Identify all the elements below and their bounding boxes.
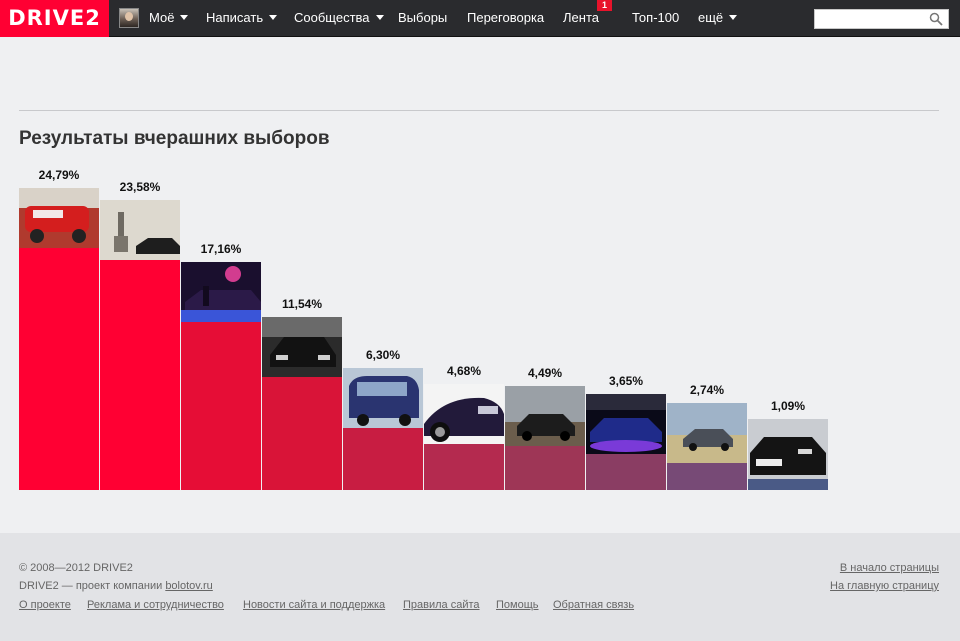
red-rally-car-image xyxy=(19,188,99,248)
chart-bar xyxy=(181,322,261,490)
footer-link-feedback[interactable]: Обратная связь xyxy=(553,599,635,611)
footer-link-news-support[interactable]: Новости сайта и поддержка xyxy=(243,599,386,611)
chart-bar xyxy=(262,377,342,490)
notification-badge[interactable]: 1 xyxy=(597,0,612,11)
election-results-chart: 24,79% 23,58% 17,16% 11,54% 6,30% 4,68% 4,49% 3… xyxy=(19,160,829,490)
footer-link-about[interactable]: О проекте xyxy=(19,599,71,611)
search-input[interactable] xyxy=(815,10,925,28)
search-box xyxy=(814,9,949,29)
nav-label: Лента xyxy=(563,10,599,25)
page-title: Результаты вчерашних выборов xyxy=(19,128,330,149)
chart-bar-column[interactable]: 11,54% xyxy=(262,160,342,490)
car-on-dirt-image xyxy=(505,386,585,446)
car-in-field-image xyxy=(667,403,747,463)
chart-bar xyxy=(505,446,585,490)
nav-item-feed[interactable]: Лента xyxy=(563,0,599,37)
footer: © 2008—2012 DRIVE2 DRIVE2 — проект компа… xyxy=(0,533,960,641)
purple-car-night-image xyxy=(586,394,666,454)
chart-value-label: 23,58% xyxy=(119,180,161,194)
candidate-photo[interactable] xyxy=(181,262,261,322)
nav-item-top100[interactable]: Топ-100 xyxy=(632,0,679,37)
chart-bar-column[interactable]: 1,09% xyxy=(748,160,828,490)
nav-label: Написать xyxy=(206,10,264,25)
chart-bar-column[interactable]: 4,68% xyxy=(424,160,504,490)
candidate-photo[interactable] xyxy=(424,384,504,444)
nav-label: ещё xyxy=(698,10,724,25)
top-navigation-bar: DRIVE2 Моё Написать Сообщества Выборы Пе… xyxy=(0,0,960,37)
chart-bar-column[interactable]: 23,58% xyxy=(100,160,180,490)
chart-bar xyxy=(19,248,99,490)
chart-bar-column[interactable]: 24,79% xyxy=(19,160,99,490)
chart-bar xyxy=(343,428,423,490)
chevron-down-icon xyxy=(729,15,738,20)
chart-value-label: 24,79% xyxy=(38,168,80,182)
user-avatar[interactable] xyxy=(119,8,139,28)
chart-bar-column[interactable]: 4,49% xyxy=(505,160,585,490)
chart-value-label: 17,16% xyxy=(200,242,242,256)
nav-item-chat[interactable]: Переговорка xyxy=(467,0,544,37)
nav-item-write[interactable]: Написать xyxy=(206,0,278,37)
nav-label: Выборы xyxy=(398,10,448,25)
chart-value-label: 3,65% xyxy=(608,374,644,388)
candidate-photo[interactable] xyxy=(100,200,180,260)
chart-bar xyxy=(748,479,828,490)
footer-link-rules[interactable]: Правила сайта xyxy=(403,599,480,611)
blue-minivan-image xyxy=(343,368,423,428)
chart-bar xyxy=(667,463,747,490)
dark-sedan-closeup-image xyxy=(424,384,504,444)
chart-value-label: 1,09% xyxy=(770,399,806,413)
company-link[interactable]: bolotov.ru xyxy=(165,580,213,592)
car-neon-night-image xyxy=(181,262,261,322)
chevron-down-icon xyxy=(269,15,278,20)
candidate-photo[interactable] xyxy=(667,403,747,463)
nav-label: Сообщества xyxy=(294,10,370,25)
candidate-photo[interactable] xyxy=(505,386,585,446)
dark-car-bw-image xyxy=(262,317,342,377)
to-home-link[interactable]: На главную страницу xyxy=(830,580,939,592)
nav-label: Топ-100 xyxy=(632,10,680,25)
nav-label: Переговорка xyxy=(467,10,545,25)
chevron-down-icon xyxy=(180,15,189,20)
chart-bar-column[interactable]: 2,74% xyxy=(667,160,747,490)
drive2-logo[interactable]: DRIVE2 xyxy=(0,0,109,37)
copyright-text: © 2008—2012 DRIVE2 xyxy=(19,562,133,574)
chart-bar-column[interactable]: 3,65% xyxy=(586,160,666,490)
footer-link-advertising[interactable]: Реклама и сотрудничество xyxy=(87,599,224,611)
car-near-monument-image xyxy=(100,200,180,260)
chevron-down-icon xyxy=(375,15,384,20)
chart-bar xyxy=(424,444,504,490)
candidate-photo[interactable] xyxy=(748,419,828,479)
chart-bar xyxy=(586,454,666,490)
chart-value-label: 11,54% xyxy=(281,297,323,311)
nav-item-communities[interactable]: Сообщества xyxy=(294,0,384,37)
chart-value-label: 6,30% xyxy=(365,348,401,362)
candidate-photo[interactable] xyxy=(586,394,666,454)
chart-value-label: 2,74% xyxy=(689,383,725,397)
chart-bar-column[interactable]: 6,30% xyxy=(343,160,423,490)
chart-bar-column[interactable]: 17,16% xyxy=(181,160,261,490)
nav-item-more[interactable]: ещё xyxy=(698,0,738,37)
search-icon[interactable] xyxy=(929,12,943,26)
candidate-photo[interactable] xyxy=(343,368,423,428)
chart-value-label: 4,49% xyxy=(527,366,563,380)
chart-value-label: 4,68% xyxy=(446,364,482,378)
candidate-photo[interactable] xyxy=(262,317,342,377)
nav-label: Моё xyxy=(149,10,175,25)
black-sedan-front-image xyxy=(748,419,828,479)
company-line: DRIVE2 — проект компании bolotov.ru xyxy=(19,580,213,592)
company-prefix: DRIVE2 — проект компании xyxy=(19,580,163,592)
footer-link-help[interactable]: Помощь xyxy=(496,599,539,611)
to-top-link[interactable]: В начало страницы xyxy=(839,562,939,574)
nav-item-moe[interactable]: Моё xyxy=(149,0,189,37)
chart-bar xyxy=(100,260,180,490)
content-divider xyxy=(19,110,939,111)
candidate-photo[interactable] xyxy=(19,188,99,248)
nav-item-elections[interactable]: Выборы xyxy=(398,0,447,37)
